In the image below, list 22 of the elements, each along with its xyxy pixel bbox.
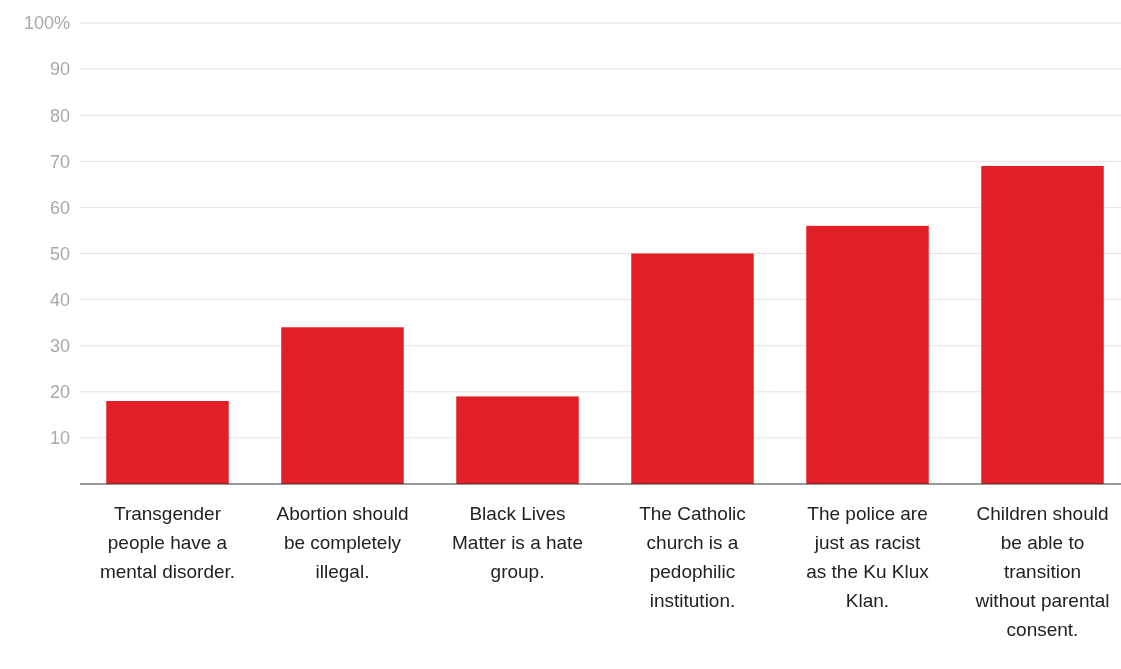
y-tick-label: 90 (49, 59, 70, 80)
y-tick-label: 100% (23, 13, 70, 34)
y-tick-label: 60 (49, 197, 70, 218)
y-tick-label: 50 (49, 243, 70, 264)
bar (456, 396, 579, 484)
y-tick-label: 40 (49, 289, 70, 310)
x-tick-label: The police are just as racist as the Ku Klux Klan. (806, 503, 930, 611)
bar (106, 401, 229, 484)
x-tick-label: The Catholic church is a pedophilic institution. (639, 503, 746, 611)
y-tick-label: 30 (49, 336, 70, 356)
bar (631, 253, 754, 484)
x-tick-label: Children should be able to transition without parental consent. (974, 503, 1110, 640)
bar (281, 327, 404, 484)
y-tick-label: 70 (49, 151, 70, 172)
x-tick-label: Abortion should be completely illegal. (276, 503, 409, 582)
y-tick-label: 10 (49, 428, 70, 449)
x-tick-label: Black Lives Matter is a hate group. (452, 503, 583, 582)
bar (981, 165, 1104, 484)
y-tick-label: 80 (49, 105, 70, 126)
bar (806, 225, 929, 484)
x-tick-label: Transgender people have a mental disorder. (99, 503, 236, 582)
y-tick-label: 20 (49, 382, 70, 403)
